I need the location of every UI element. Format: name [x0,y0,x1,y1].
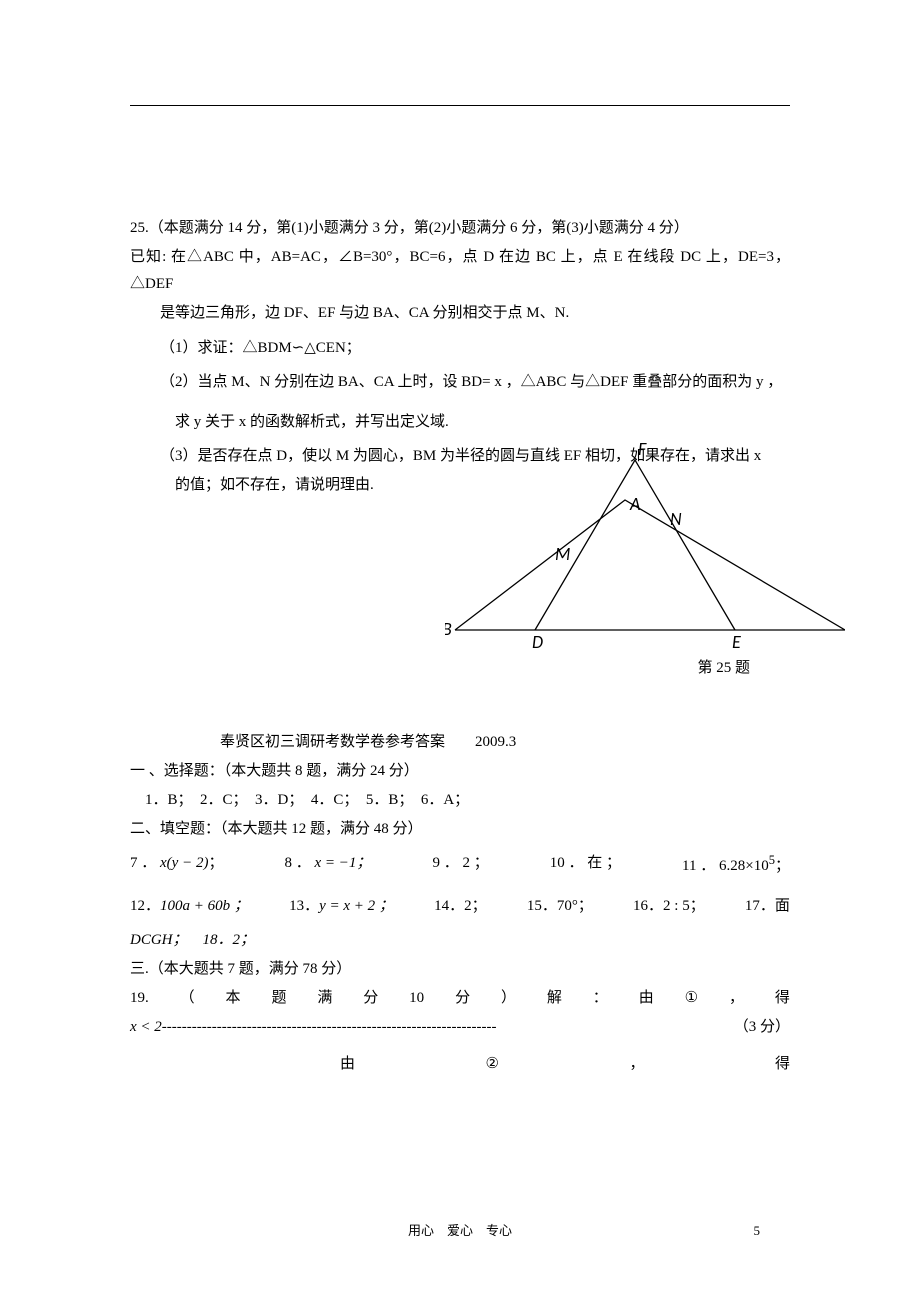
a13: 13．y = x + 2 ； [289,888,394,926]
t: 由 [340,1051,355,1078]
t: 分 [455,985,470,1012]
t: 题 [271,985,286,1012]
t: 满 [317,985,332,1012]
a17: 17．面 [745,888,790,926]
section3-heading: 三.（本大题共 7 题，满分 78 分） [130,956,790,983]
problem-q1: （1）求证：△BDM∽△CEN； [130,335,790,362]
section2-heading: 二、填空题：（本大题共 12 题，满分 48 分） [130,816,790,843]
t: 19. [130,985,149,1012]
triangle-abc [455,500,845,630]
problem-header: 25.（本题满分 14 分，第(1)小题满分 3 分，第(2)小题满分 6 分，… [130,215,790,242]
diagram-caption: 第 25 题 [697,655,750,682]
q19-line1: 19. （ 本 题 满 分 10 分 ） 解 ： 由 ① ， 得 [130,985,790,1012]
t: ① [685,985,698,1012]
label-n: N [670,508,682,530]
label-f: F [638,440,647,460]
q19-line3: 由 ② ， 得 [130,1051,790,1078]
t: ） [501,985,516,1012]
label-b: B [445,618,452,640]
label-d: D [532,631,543,650]
problem-known-2: 是等边三角形，边 DF、EF 与边 BA、CA 分别相交于点 M、N. [130,300,790,327]
fill-line-2: 12．100a + 60b ； 13．y = x + 2 ； 14．2； 15．… [130,888,790,926]
a9: 9 ． 2 ； [432,845,488,886]
fill-line-3: DCGH； 18．2； [130,927,790,954]
label-e: E [732,631,741,650]
t: 得 [775,1051,790,1078]
t: ， [629,1051,644,1078]
top-rule [130,105,790,106]
a10: 10 ． 在 ； [550,845,621,886]
triangle-diagram: F A N M B D E C [445,440,845,650]
t: ： [593,985,608,1012]
answers-title: 奉贤区初三调研考数学卷参考答案 2009.3 [130,729,790,756]
footer-text: 用心 爱心 专心 [0,1219,920,1242]
known-text-1: 已知: 在△ABC 中，AB=AC，∠B=30°，BC=6，点 D 在边 BC … [130,249,790,292]
t: 10 [409,985,424,1012]
t: 由 [639,985,654,1012]
problem-q2b: 求 y 关于 x 的函数解析式，并写出定义域. [130,404,790,442]
q19-line2: x < 2 ----------------------------------… [130,1014,790,1041]
problem-q2a: （2）当点 M、N 分别在边 BA、CA 上时，设 BD= x ，△ABC 与△… [130,364,790,402]
t: ， [729,985,744,1012]
label-m: M [555,543,570,565]
t: 本 [226,985,241,1012]
t: ② [486,1051,499,1078]
label-a: A [629,493,640,515]
section1-answers: 1．B； 2．C； 3．D； 4．C； 5．B； 6．A； [130,787,790,814]
fill-line-1: 7 ． x(y − 2)； 8 ． x = −1； 9 ． 2 ； 10 ． 在… [130,845,790,886]
a11: 11 ． 6.28×105； [682,845,790,886]
a14: 14．2； [434,888,487,926]
t: 解 [547,985,562,1012]
section1-heading: 一 、选择题：（本大题共 8 题，满分 24 分） [130,758,790,785]
t: 分 [363,985,378,1012]
dash-fill: ----------------------------------------… [162,1014,734,1041]
page-number: 5 [754,1219,761,1242]
problem-known-1: 已知: 在△ABC 中，AB=AC，∠B=30°，BC=6，点 D 在边 BC … [130,244,790,298]
q19-ineq: x < 2 [130,1014,162,1041]
t: 得 [775,985,790,1012]
main-content: 25.（本题满分 14 分，第(1)小题满分 3 分，第(2)小题满分 6 分，… [130,215,790,1080]
a16: 16．2 : 5； [633,888,705,926]
q19-score: （3 分） [734,1014,790,1041]
t: （ [180,985,195,1012]
a15: 15．70°； [527,888,593,926]
a7: 7 ． x(y − 2)； [130,845,223,886]
a8: 8 ． x = −1； [285,845,372,886]
a12: 12．100a + 60b ； [130,888,249,926]
